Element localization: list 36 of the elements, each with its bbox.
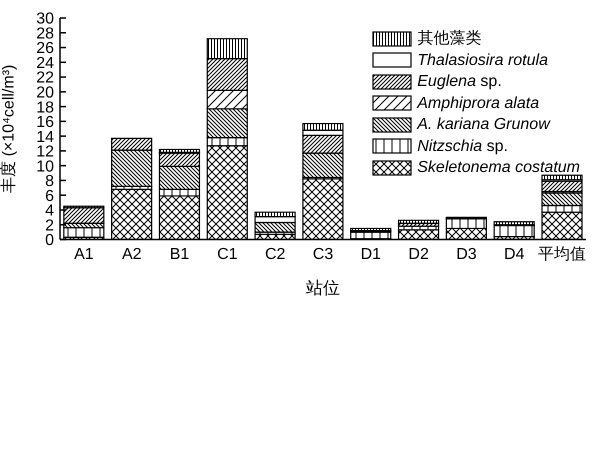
legend-label: A. kariana Grunow <box>417 115 550 135</box>
y-tick-label: 12 <box>36 144 54 161</box>
legend-label: Nitzschia sp. <box>417 136 508 156</box>
y-tick-label: 2 <box>45 217 54 234</box>
legend-label: Euglena sp. <box>417 72 502 92</box>
legend-label: Thalasiosira rotula <box>417 50 548 70</box>
x-tick-label: A1 <box>74 246 94 263</box>
y-tick-label: 30 <box>36 10 54 28</box>
x-tick-label: C3 <box>312 246 334 263</box>
x-tick-label: D2 <box>408 246 429 263</box>
y-tick-label: 0 <box>45 232 54 250</box>
x-tick-label: D1 <box>360 246 382 263</box>
y-tick-label: 16 <box>36 114 54 132</box>
y-tick-label: 4 <box>45 202 54 220</box>
x-axis-title: 站位 <box>306 278 340 298</box>
x-tick-label: B1 <box>170 246 190 263</box>
x-tick-label: C1 <box>217 246 238 263</box>
y-tick-label: 26 <box>36 40 54 58</box>
x-tick-label: D3 <box>456 246 477 263</box>
legend-label: 其他藻类 <box>417 28 482 49</box>
x-tick-label: D4 <box>504 246 525 263</box>
y-tick-label: 18 <box>36 99 54 116</box>
y-tick-label: 6 <box>45 188 54 205</box>
legend-label: Amphiprora alata <box>417 94 540 114</box>
y-tick-label: 14 <box>36 128 54 146</box>
y-tick-label: 20 <box>36 84 54 102</box>
y-tick-label: 22 <box>36 70 54 87</box>
y-tick-label: 24 <box>36 54 54 72</box>
y-axis-title: 丰度 (×10⁴cell/m³) <box>0 64 18 193</box>
x-tick-label: C2 <box>264 246 286 263</box>
x-tick-label: A2 <box>122 246 142 263</box>
legend-label: Skeletonema costatum <box>417 158 580 178</box>
y-tick-label: 8 <box>45 173 54 190</box>
y-tick-label: 10 <box>36 158 54 176</box>
y-tick-label: 28 <box>36 25 54 42</box>
x-tick-label: 平均值 <box>538 246 586 263</box>
